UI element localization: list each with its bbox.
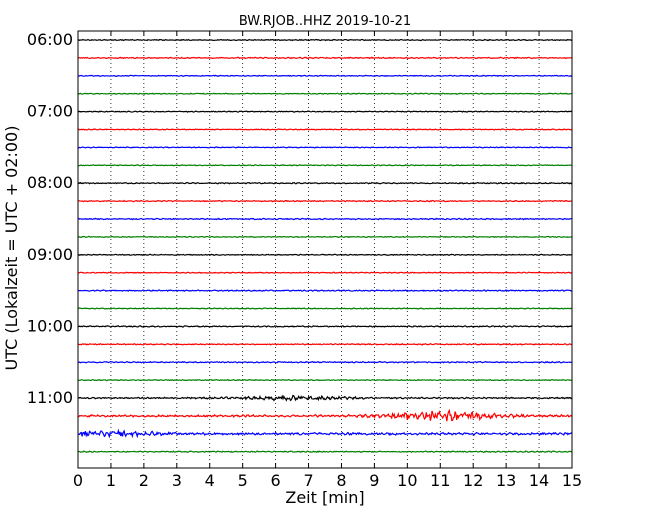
- y-tick-label: 09:00: [27, 245, 73, 264]
- trace-0615: [77, 56, 573, 60]
- trace-0730: [77, 146, 573, 149]
- x-tick-label: 6: [271, 471, 281, 490]
- x-tick-label: 2: [139, 471, 149, 490]
- trace-1115: [77, 408, 573, 422]
- trace-0815: [77, 199, 573, 203]
- trace-0900: [77, 253, 573, 257]
- trace-0715: [77, 128, 573, 131]
- trace-1100: [77, 394, 573, 402]
- plot-frame: [77, 30, 573, 469]
- grid-lines: [110, 31, 540, 468]
- x-tick-label: 10: [397, 471, 417, 490]
- x-tick-label: 5: [238, 471, 248, 490]
- y-tick-label: 06:00: [27, 30, 73, 49]
- x-tick-label: 1: [106, 471, 116, 490]
- x-tick-label: 15: [562, 471, 582, 490]
- trace-1045: [77, 378, 573, 382]
- trace-0700: [77, 110, 573, 113]
- trace-0630: [77, 74, 573, 78]
- x-tick-label: 9: [369, 471, 379, 490]
- y-axis-label: UTC (Lokalzeit = UTC + 02:00): [2, 126, 21, 371]
- trace-0915: [77, 271, 573, 274]
- trace-lines: [77, 38, 573, 454]
- y-tick-label: 07:00: [27, 102, 73, 121]
- x-tick-label: 14: [529, 471, 549, 490]
- x-tick-label: 12: [463, 471, 483, 490]
- trace-0930: [77, 289, 573, 293]
- trace-0745: [77, 164, 573, 167]
- y-tick-label: 11:00: [27, 388, 73, 407]
- x-tick-label: 8: [336, 471, 346, 490]
- x-tick-label: 0: [73, 471, 83, 490]
- chart-title: BW.RJOB..HHZ 2019-10-21: [239, 14, 411, 29]
- trace-1000: [77, 325, 573, 328]
- x-tick-label: 7: [303, 471, 313, 490]
- y-tick-label: 10:00: [27, 316, 73, 335]
- trace-0830: [77, 217, 573, 221]
- trace-0945: [77, 307, 573, 310]
- x-tick-label: 3: [172, 471, 182, 490]
- trace-0600: [77, 38, 573, 42]
- trace-1130: [77, 428, 573, 439]
- x-axis-ticks: 0 1 2 3 4 5 6 7 8 9 10 11 12 13 14 15: [73, 31, 582, 490]
- y-tick-label: 08:00: [27, 173, 73, 192]
- trace-0645: [77, 92, 573, 95]
- x-tick-label: 4: [205, 471, 215, 490]
- trace-1145: [77, 450, 573, 454]
- trace-1030: [77, 360, 573, 364]
- trace-0845: [77, 235, 573, 239]
- trace-1015: [77, 342, 573, 346]
- trace-0800: [77, 181, 573, 185]
- x-tick-label: 11: [430, 471, 450, 490]
- y-axis-ticks: 06:00 07:00 08:00 09:00 10:00 11:00: [27, 30, 572, 407]
- x-tick-label: 13: [496, 471, 516, 490]
- x-axis-label: Zeit [min]: [285, 488, 364, 507]
